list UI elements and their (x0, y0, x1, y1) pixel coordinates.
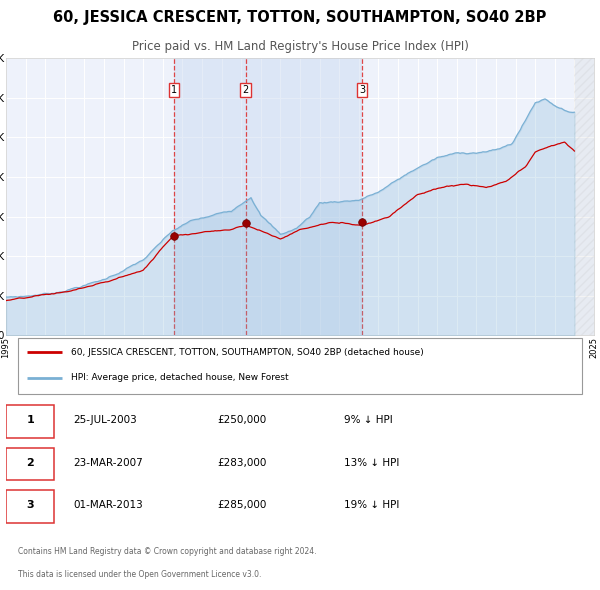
Text: 23-MAR-2007: 23-MAR-2007 (74, 458, 143, 468)
Text: This data is licensed under the Open Government Licence v3.0.: This data is licensed under the Open Gov… (18, 571, 261, 579)
Text: 1: 1 (26, 415, 34, 425)
FancyBboxPatch shape (6, 490, 54, 523)
Text: 1: 1 (171, 85, 177, 95)
Text: £283,000: £283,000 (218, 458, 267, 468)
Text: 60, JESSICA CRESCENT, TOTTON, SOUTHAMPTON, SO40 2BP: 60, JESSICA CRESCENT, TOTTON, SOUTHAMPTO… (53, 10, 547, 25)
Text: 19% ↓ HPI: 19% ↓ HPI (344, 500, 400, 510)
Text: 2: 2 (26, 458, 34, 468)
Text: 25-JUL-2003: 25-JUL-2003 (74, 415, 137, 425)
Text: £250,000: £250,000 (218, 415, 267, 425)
Text: 01-MAR-2013: 01-MAR-2013 (74, 500, 143, 510)
Text: 60, JESSICA CRESCENT, TOTTON, SOUTHAMPTON, SO40 2BP (detached house): 60, JESSICA CRESCENT, TOTTON, SOUTHAMPTO… (71, 348, 424, 357)
Text: Contains HM Land Registry data © Crown copyright and database right 2024.: Contains HM Land Registry data © Crown c… (18, 547, 316, 556)
Text: HPI: Average price, detached house, New Forest: HPI: Average price, detached house, New … (71, 373, 289, 382)
FancyBboxPatch shape (6, 448, 54, 480)
Bar (174, 58, 362, 336)
Text: 9% ↓ HPI: 9% ↓ HPI (344, 415, 393, 425)
Text: 3: 3 (359, 85, 365, 95)
Text: 13% ↓ HPI: 13% ↓ HPI (344, 458, 400, 468)
Text: £285,000: £285,000 (218, 500, 267, 510)
Text: 3: 3 (26, 500, 34, 510)
Text: 2: 2 (242, 85, 248, 95)
Text: Price paid vs. HM Land Registry's House Price Index (HPI): Price paid vs. HM Land Registry's House … (131, 40, 469, 53)
FancyBboxPatch shape (6, 405, 54, 438)
Bar (574, 58, 594, 336)
FancyBboxPatch shape (18, 338, 582, 394)
